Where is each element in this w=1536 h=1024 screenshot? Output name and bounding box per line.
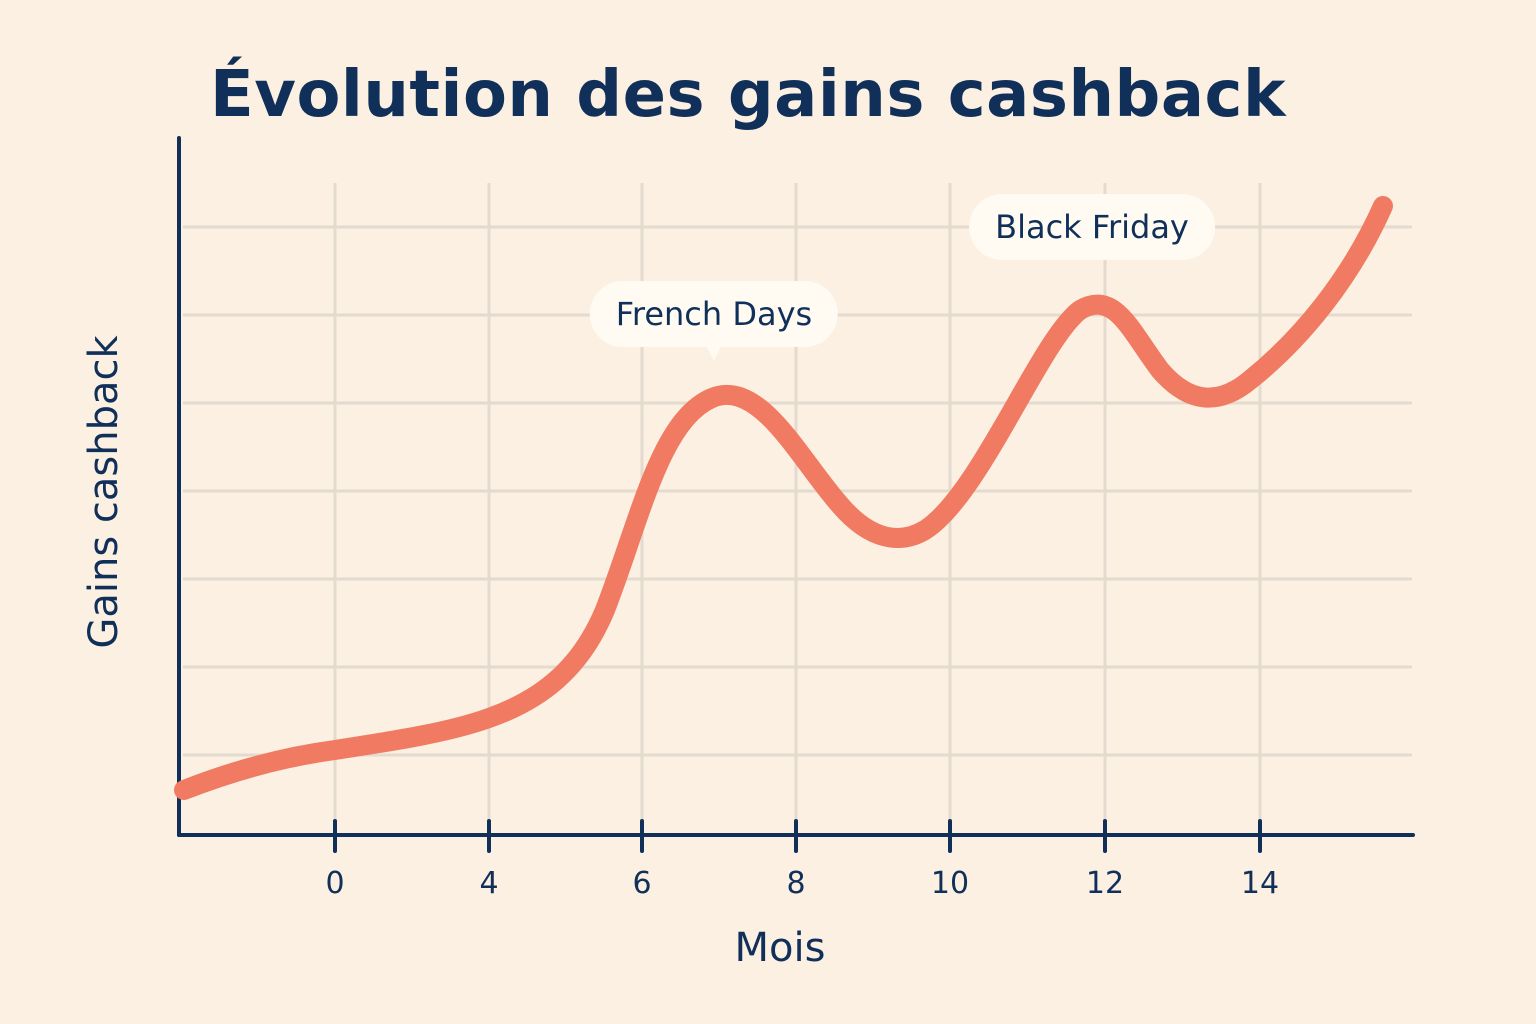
x-tick-label: 6 [632,866,652,901]
x-tick-label: 4 [479,866,499,901]
x-tick-label: 0 [325,866,345,901]
annotation-black-friday: Black Friday [969,194,1215,260]
axes [177,136,1415,853]
x-tick-label: 14 [1240,866,1280,901]
data-line [174,196,1393,800]
x-tick-label: 10 [930,866,970,901]
chart-title: Évolution des gains cashback [210,58,1286,132]
y-axis-label: Gains cashback [81,335,127,649]
x-tick-label: 8 [786,866,806,901]
annotation-french-days: French Days [589,281,839,361]
x-tick-label: 12 [1085,866,1125,901]
x-axis-label: Mois [734,925,826,971]
